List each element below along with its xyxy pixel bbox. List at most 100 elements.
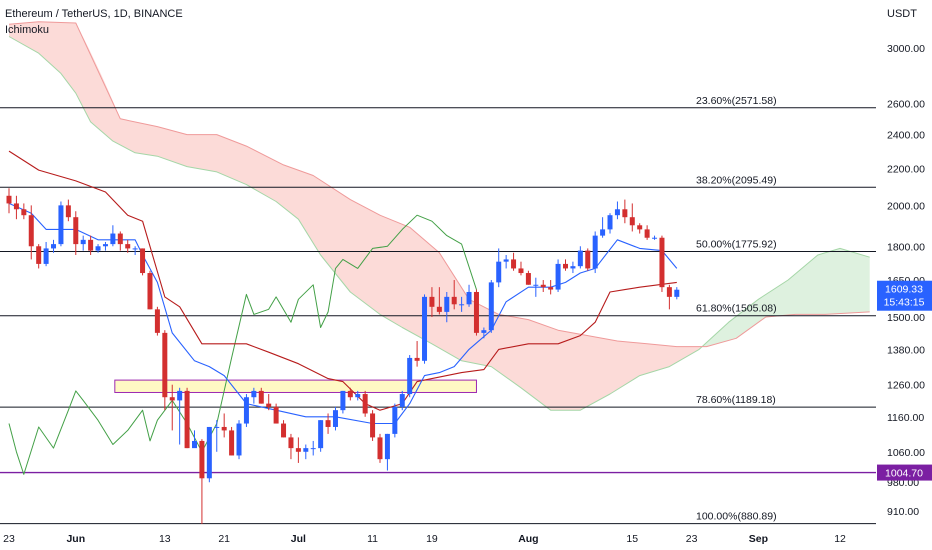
candle-body [607, 215, 613, 230]
candle-body [392, 406, 398, 434]
candle-body [288, 437, 294, 449]
fib-level-label: 23.60%(2571.58) [696, 95, 777, 107]
candle-body [629, 217, 635, 226]
candle-body [459, 304, 465, 306]
candle-body [362, 394, 368, 414]
candle-body [414, 357, 420, 361]
candle-body [436, 306, 442, 312]
candle-body [51, 244, 57, 249]
price-tick-label: 1500.00 [887, 312, 925, 324]
candle-body [258, 390, 264, 404]
candle-body [80, 239, 86, 245]
candle-body [659, 237, 665, 288]
price-axis-background [876, 0, 932, 550]
time-tick-label: 21 [218, 533, 230, 545]
candle-body [177, 390, 183, 401]
candle-body [429, 296, 435, 307]
candle-body [102, 244, 108, 247]
candle-body [266, 403, 272, 407]
candle-body [533, 284, 539, 286]
candles [6, 188, 680, 525]
candle-body [407, 357, 413, 395]
candle-body [21, 209, 27, 216]
candle-body [110, 233, 116, 245]
candle-body [577, 250, 583, 267]
cloud-bearish-area [9, 21, 702, 411]
support-price-text: 1004.70 [885, 468, 923, 480]
candle-body [58, 205, 64, 245]
candle-body [303, 448, 309, 452]
candle-body [243, 397, 249, 424]
candle-body [347, 390, 353, 398]
candle-body [600, 229, 606, 236]
cloud-bullish-area [702, 248, 870, 347]
candle-body [162, 332, 168, 398]
candle-body [355, 394, 361, 398]
candle-body [503, 259, 509, 262]
candle-body [525, 273, 531, 285]
price-tick-label: 2600.00 [887, 99, 925, 111]
candle-body [466, 291, 472, 305]
candle-body [229, 430, 235, 456]
last-price-text: 1609.33 [885, 284, 923, 296]
price-tick-label: 1060.00 [887, 447, 925, 459]
time-tick-label: 23 [3, 533, 15, 545]
candle-body [592, 235, 598, 269]
candle-body [251, 390, 257, 398]
candle-body [563, 263, 568, 269]
candle-body [473, 291, 479, 333]
candle-body [154, 309, 160, 333]
candle-body [132, 248, 138, 250]
time-axis: 23 Jun 13 21 Jul 11 19 Aug 15 23 Sep 12 [0, 528, 876, 550]
time-tick-label: Aug [518, 533, 538, 545]
indicator-legend[interactable]: Ichimoku [5, 24, 50, 36]
ichimoku-cloud [9, 21, 870, 411]
price-tick-label: 910.00 [887, 506, 919, 518]
price-tick-label: 1260.00 [887, 380, 925, 392]
candle-body [570, 266, 576, 269]
candle-body [644, 229, 650, 238]
time-axis-background [0, 528, 876, 550]
candle-body [614, 209, 620, 216]
candle-body [221, 426, 227, 431]
fib-level-label: 61.80%(1505.08) [696, 303, 777, 315]
candle-body [399, 394, 405, 407]
time-tick-label: 12 [834, 533, 846, 545]
candle-body [481, 330, 487, 333]
candle-body [548, 287, 554, 290]
price-tick-label: 1380.00 [887, 344, 925, 356]
candle-body [377, 437, 383, 460]
time-tick-label: Sep [749, 533, 768, 545]
candle-body [95, 246, 101, 251]
candle-body [340, 390, 346, 411]
time-tick-label: Jun [66, 533, 85, 545]
ichimoku-span-lines [8, 21, 870, 411]
support-price-tag [877, 464, 932, 481]
candle-body [65, 205, 71, 218]
candle-body [332, 410, 338, 427]
candle-body [540, 284, 546, 288]
price-tick-label: 1800.00 [887, 241, 925, 253]
candle-body [206, 426, 212, 479]
base-line [8, 150, 677, 411]
candle-body [422, 296, 428, 361]
candle-body [622, 209, 628, 218]
chart-symbol-title[interactable]: Ethereum / TetherUS, 1D, BINANCE [5, 8, 183, 20]
candle-body [36, 246, 42, 264]
candle-body [273, 406, 279, 424]
leading-span-a-line [8, 36, 870, 411]
candle-body [370, 413, 376, 438]
candle-body [451, 296, 457, 305]
candle-body [555, 263, 561, 290]
candle-body [43, 248, 49, 264]
candle-body [674, 289, 680, 297]
fibonacci-levels: 23.60%(2571.58) 38.20%(2095.49) 50.00%(177… [0, 95, 876, 525]
lagging-span-line [8, 214, 477, 475]
candle-body [585, 250, 591, 269]
candle-body [117, 233, 123, 245]
price-tick-label: 2200.00 [887, 163, 925, 175]
candle-body [444, 296, 450, 312]
candle-body [73, 217, 79, 245]
candle-body [184, 390, 190, 449]
